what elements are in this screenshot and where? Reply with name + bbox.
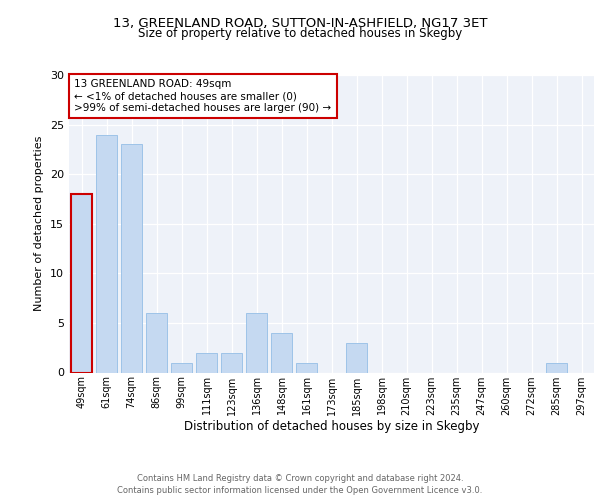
Bar: [346, 343, 367, 372]
Bar: [196, 352, 217, 372]
Text: 13, GREENLAND ROAD, SUTTON-IN-ASHFIELD, NG17 3ET: 13, GREENLAND ROAD, SUTTON-IN-ASHFIELD, …: [113, 18, 487, 30]
X-axis label: Distribution of detached houses by size in Skegby: Distribution of detached houses by size …: [184, 420, 479, 434]
Bar: [146, 313, 167, 372]
Y-axis label: Number of detached properties: Number of detached properties: [34, 136, 44, 312]
Bar: [221, 352, 242, 372]
Text: Contains HM Land Registry data © Crown copyright and database right 2024.
Contai: Contains HM Land Registry data © Crown c…: [118, 474, 482, 495]
Bar: [121, 144, 142, 372]
Bar: [171, 362, 192, 372]
Text: 13 GREENLAND ROAD: 49sqm
← <1% of detached houses are smaller (0)
>99% of semi-d: 13 GREENLAND ROAD: 49sqm ← <1% of detach…: [74, 80, 331, 112]
Text: Size of property relative to detached houses in Skegby: Size of property relative to detached ho…: [138, 28, 462, 40]
Bar: [71, 194, 92, 372]
Bar: [246, 313, 267, 372]
Bar: [296, 362, 317, 372]
Bar: [271, 333, 292, 372]
Bar: [96, 134, 117, 372]
Bar: [546, 362, 567, 372]
